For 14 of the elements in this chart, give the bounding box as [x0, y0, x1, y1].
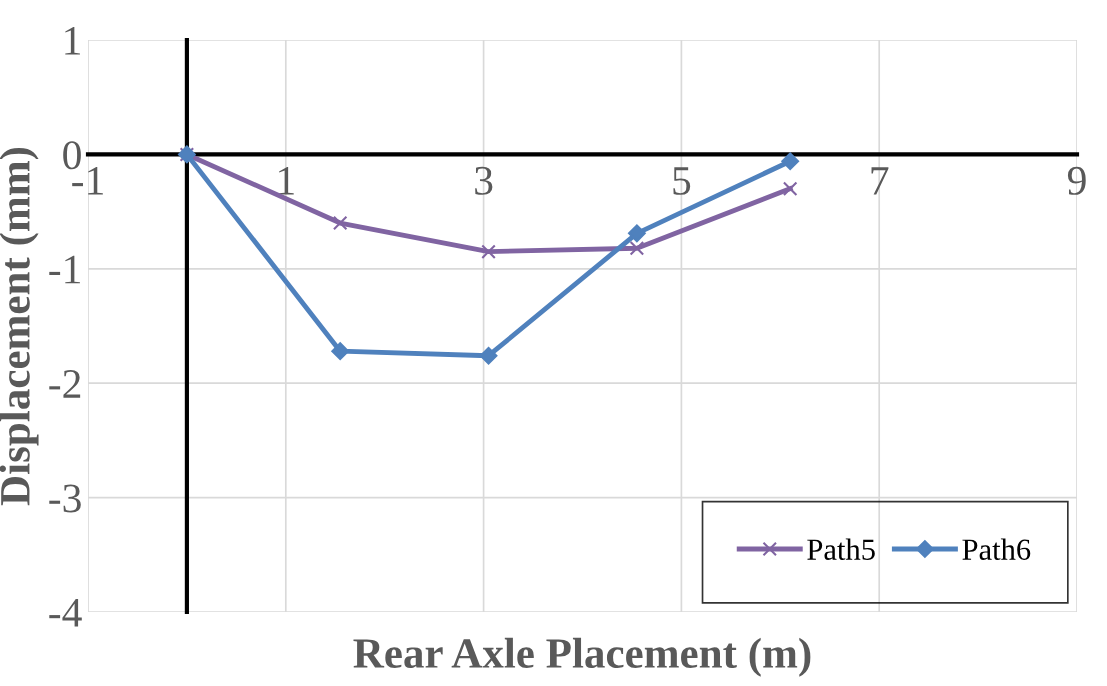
y-tick-label: -2: [49, 370, 81, 398]
legend-label: Path5: [807, 538, 875, 560]
x-tick-label: 9: [1067, 166, 1086, 195]
x-tick-label: 7: [871, 167, 889, 195]
x-tick-label: 3: [475, 166, 493, 195]
x-axis-title: Rear Axle Placement (m): [353, 637, 811, 677]
y-tick-label: 1: [65, 26, 80, 55]
y-axis-title: Displacement (mm): [0, 147, 39, 506]
x-tick-label: 1: [279, 166, 294, 195]
y-tick-label: -1: [49, 255, 80, 284]
x-tick-label: 5: [673, 167, 691, 195]
y-tick-label: -4: [49, 599, 82, 627]
y-tick-label: -3: [49, 484, 81, 513]
legend-label: Path6: [962, 538, 1031, 560]
